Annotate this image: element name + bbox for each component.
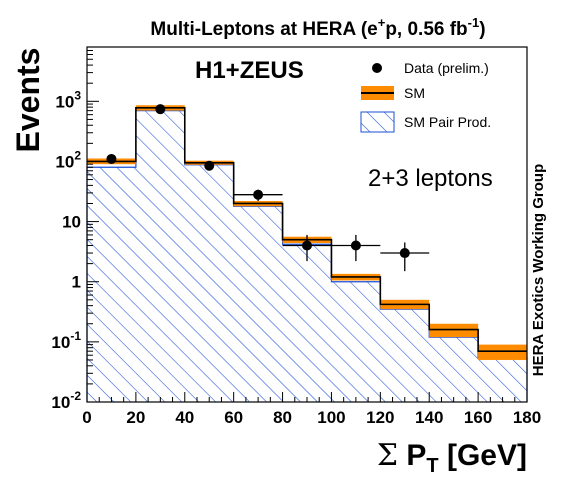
legend-sm-label: SM	[404, 85, 425, 101]
collaboration-label: H1+ZEUS	[195, 57, 304, 84]
sm-uncertainty-band	[429, 323, 479, 338]
data-point	[399, 248, 410, 259]
pair-prod-bin	[331, 281, 381, 402]
legend: Data (prelim.) SM SM Pair Prod.	[360, 60, 491, 133]
chart-title: Multi-Leptons at HERA (e+p, 0.56 fb-1)	[150, 15, 485, 40]
x-tick-label: 120	[366, 408, 394, 427]
histogram-layer	[86, 105, 528, 402]
pair-prod-bin	[429, 337, 479, 402]
legend-pair-label: SM Pair Prod.	[404, 114, 491, 130]
x-tick-label: 80	[273, 408, 292, 427]
x-tick-label: 160	[464, 408, 492, 427]
x-axis-label: Σ PT [GeV]	[377, 438, 527, 477]
x-tick-label: 140	[415, 408, 443, 427]
y-axis-label: Events	[10, 48, 46, 153]
legend-data-label: Data (prelim.)	[404, 60, 489, 76]
sm-uncertainty-band	[478, 344, 527, 360]
data-point	[155, 104, 166, 115]
data-point	[350, 240, 361, 251]
y-tick-label: 10	[62, 213, 81, 232]
data-point	[106, 153, 117, 164]
working-group-label: HERA Exotics Working Group	[530, 164, 547, 377]
pair-prod-bin	[184, 164, 234, 402]
pair-prod-bin	[87, 167, 136, 402]
data-points-layer	[106, 104, 430, 272]
x-tick-label: 0	[82, 408, 91, 427]
y-tick-label: 10-1	[51, 329, 81, 352]
legend-pair-swatch	[360, 111, 395, 133]
data-point	[253, 189, 264, 200]
x-tick-label: 60	[224, 408, 243, 427]
data-point	[204, 160, 215, 171]
pair-prod-bin	[135, 110, 185, 402]
x-tick-label: 100	[317, 408, 345, 427]
pair-prod-bin	[282, 244, 332, 402]
data-point	[302, 240, 312, 251]
axes-layer: 0 20 40 60 80 100 120 140 160 180 10-2 10-1 1 10 102 10…	[51, 49, 541, 427]
legend-data-marker	[372, 63, 382, 73]
y-tick-label: 1	[72, 273, 81, 292]
channel-label: 2+3 leptons	[368, 165, 493, 192]
pair-prod-bin	[478, 357, 527, 402]
y-tick-label: 102	[55, 148, 81, 171]
x-tick-label: 40	[175, 408, 194, 427]
pair-prod-bin	[233, 206, 283, 402]
pair-prod-bin	[380, 309, 430, 402]
x-tick-label: 180	[513, 408, 541, 427]
y-tick-label: 10-2	[51, 389, 81, 412]
y-tick-label: 103	[55, 88, 81, 111]
x-tick-label: 20	[126, 408, 145, 427]
